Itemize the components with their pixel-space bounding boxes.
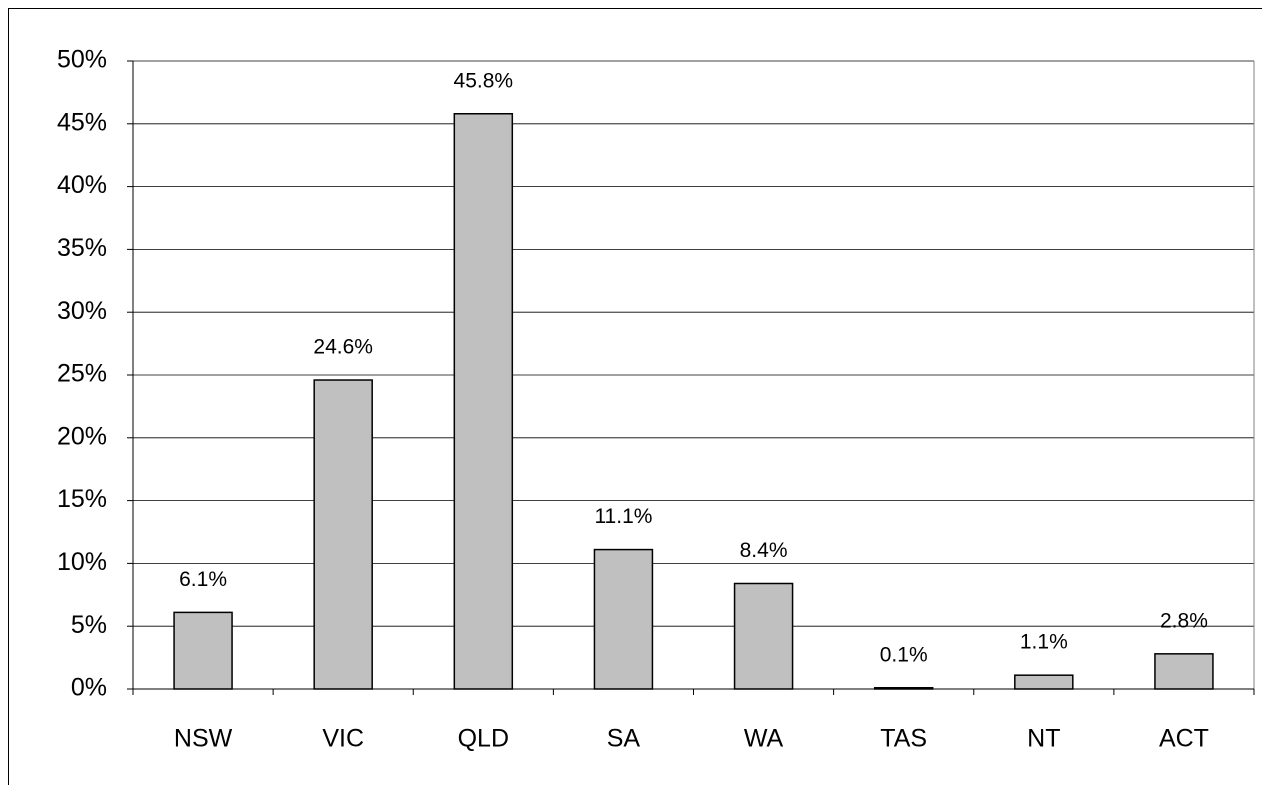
y-tick-label: 5% — [71, 611, 107, 639]
bar — [873, 686, 934, 690]
value-label: 45.8% — [454, 69, 514, 92]
y-tick-label: 15% — [57, 485, 107, 513]
y-tick-label: 0% — [71, 674, 107, 702]
value-label: 6.1% — [179, 568, 227, 591]
bar — [1014, 674, 1074, 690]
x-tick-label: TAS — [880, 725, 927, 753]
y-tick-label: 30% — [57, 297, 107, 325]
y-tick-label: 10% — [57, 548, 107, 576]
bar — [593, 548, 654, 690]
x-tick-label: NT — [1027, 725, 1060, 753]
bar — [1154, 653, 1214, 690]
x-tick-label: WA — [744, 725, 784, 753]
y-tick-label: 40% — [57, 171, 107, 199]
x-tick-label: NSW — [174, 725, 233, 753]
x-tick-label: SA — [607, 725, 641, 753]
bar — [313, 379, 373, 690]
x-tick-label: QLD — [458, 725, 509, 753]
value-label: 11.1% — [594, 505, 652, 528]
y-tick-label: 50% — [57, 46, 107, 74]
bar — [173, 611, 233, 690]
x-tick-label: VIC — [322, 725, 364, 753]
y-tick-label: 25% — [57, 360, 107, 388]
y-tick-label: 20% — [57, 422, 107, 450]
value-label: 8.4% — [740, 539, 788, 562]
bar — [453, 113, 514, 690]
y-tick-label: 45% — [57, 108, 107, 136]
value-label: 1.1% — [1020, 631, 1068, 654]
value-label: 24.6% — [313, 336, 373, 359]
value-label: 0.1% — [880, 643, 928, 666]
y-tick-label: 35% — [57, 234, 107, 262]
bar — [733, 582, 794, 690]
x-tick-label: ACT — [1159, 725, 1209, 753]
chart-border — [8, 8, 1262, 785]
value-label: 2.8% — [1160, 609, 1208, 632]
